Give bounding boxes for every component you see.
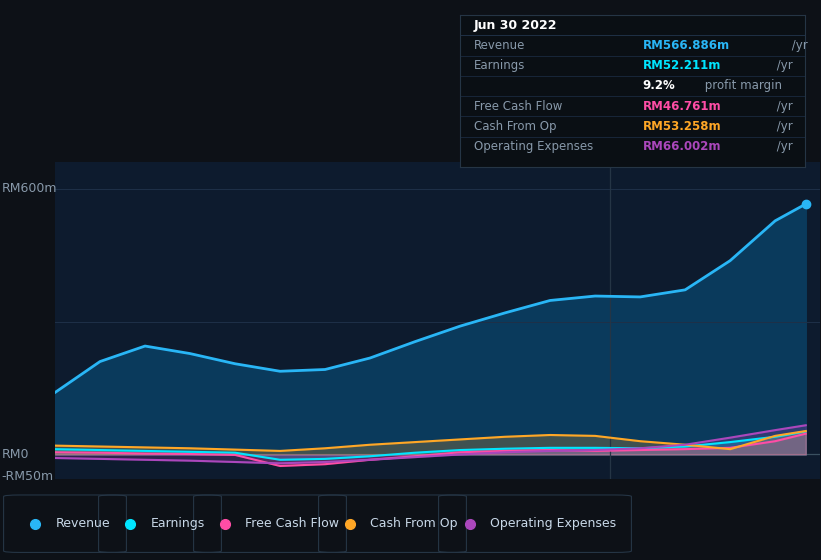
Text: RM600m: RM600m bbox=[2, 183, 57, 195]
Text: Revenue: Revenue bbox=[474, 39, 525, 52]
Text: RM46.761m: RM46.761m bbox=[643, 100, 722, 113]
Text: Free Cash Flow: Free Cash Flow bbox=[245, 517, 339, 530]
Text: Jun 30 2022: Jun 30 2022 bbox=[474, 18, 557, 31]
Text: RM566.886m: RM566.886m bbox=[643, 39, 730, 52]
Text: /yr: /yr bbox=[788, 39, 808, 52]
Text: Free Cash Flow: Free Cash Flow bbox=[474, 100, 562, 113]
Text: profit margin: profit margin bbox=[701, 80, 782, 92]
Text: RM52.211m: RM52.211m bbox=[643, 59, 721, 72]
Text: RM53.258m: RM53.258m bbox=[643, 120, 722, 133]
Text: RM66.002m: RM66.002m bbox=[643, 140, 722, 153]
Text: /yr: /yr bbox=[773, 140, 793, 153]
Text: Operating Expenses: Operating Expenses bbox=[474, 140, 593, 153]
Text: Earnings: Earnings bbox=[150, 517, 204, 530]
Text: /yr: /yr bbox=[773, 120, 793, 133]
Text: 9.2%: 9.2% bbox=[643, 80, 676, 92]
Text: Operating Expenses: Operating Expenses bbox=[490, 517, 617, 530]
Text: RM0: RM0 bbox=[2, 448, 29, 461]
Text: Earnings: Earnings bbox=[474, 59, 525, 72]
Text: -RM50m: -RM50m bbox=[2, 470, 53, 483]
Text: Revenue: Revenue bbox=[55, 517, 110, 530]
Text: /yr: /yr bbox=[773, 100, 793, 113]
Text: /yr: /yr bbox=[773, 59, 793, 72]
Text: Cash From Op: Cash From Op bbox=[474, 120, 557, 133]
Text: Cash From Op: Cash From Op bbox=[370, 517, 458, 530]
